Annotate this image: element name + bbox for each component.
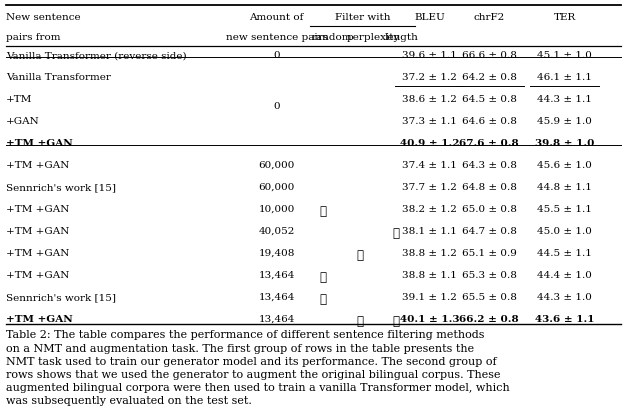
- Text: 13,464: 13,464: [259, 270, 295, 279]
- Text: Table 2: The table compares the performance of different sentence filtering meth: Table 2: The table compares the performa…: [6, 330, 510, 405]
- Text: 40.1 ± 1.3: 40.1 ± 1.3: [400, 314, 460, 323]
- Text: 45.0 ± 1.0: 45.0 ± 1.0: [537, 226, 592, 235]
- Text: +TM +GAN: +TM +GAN: [6, 314, 73, 323]
- Text: 44.5 ± 1.1: 44.5 ± 1.1: [537, 248, 592, 257]
- Text: 44.3 ± 1.1: 44.3 ± 1.1: [537, 95, 592, 104]
- Text: length: length: [385, 33, 419, 42]
- Text: 0: 0: [273, 51, 280, 60]
- Text: 39.1 ± 1.2: 39.1 ± 1.2: [403, 292, 457, 301]
- Text: 64.2 ± 0.8: 64.2 ± 0.8: [462, 73, 516, 82]
- Text: 38.2 ± 1.2: 38.2 ± 1.2: [403, 204, 457, 214]
- Text: 38.8 ± 1.1: 38.8 ± 1.1: [403, 270, 457, 279]
- Text: Vanilla Transformer: Vanilla Transformer: [6, 73, 111, 82]
- Text: 64.3 ± 0.8: 64.3 ± 0.8: [462, 161, 516, 170]
- Text: pairs from: pairs from: [6, 33, 61, 42]
- Text: ✓: ✓: [319, 292, 326, 305]
- Text: random: random: [312, 33, 352, 42]
- Text: 66.6 ± 0.8: 66.6 ± 0.8: [462, 51, 516, 60]
- Text: ✓: ✓: [392, 226, 399, 239]
- Text: 66.2 ± 0.8: 66.2 ± 0.8: [460, 314, 519, 323]
- Text: 45.9 ± 1.0: 45.9 ± 1.0: [537, 117, 592, 126]
- Text: +GAN: +GAN: [6, 117, 40, 126]
- Text: ✓: ✓: [319, 270, 326, 283]
- Text: Sennrich's work [15]: Sennrich's work [15]: [6, 183, 116, 192]
- Text: BLEU: BLEU: [414, 13, 445, 22]
- Text: 13,464: 13,464: [259, 292, 295, 301]
- Text: 0: 0: [273, 101, 280, 110]
- Text: ✓: ✓: [356, 314, 363, 327]
- Text: 60,000: 60,000: [259, 161, 295, 170]
- Text: new sentence pairs: new sentence pairs: [226, 33, 328, 42]
- Text: 60,000: 60,000: [259, 183, 295, 192]
- Text: +TM +GAN: +TM +GAN: [6, 270, 70, 279]
- Text: 65.1 ± 0.9: 65.1 ± 0.9: [462, 248, 516, 257]
- Text: 37.4 ± 1.1: 37.4 ± 1.1: [403, 161, 457, 170]
- Text: 40,052: 40,052: [259, 226, 295, 235]
- Text: 37.7 ± 1.2: 37.7 ± 1.2: [403, 183, 457, 192]
- Text: 65.5 ± 0.8: 65.5 ± 0.8: [462, 292, 516, 301]
- Text: +TM +GAN: +TM +GAN: [6, 161, 70, 170]
- Text: 37.2 ± 1.2: 37.2 ± 1.2: [403, 73, 457, 82]
- Text: Vanilla Transformer (reverse side): Vanilla Transformer (reverse side): [6, 51, 187, 60]
- Text: 38.1 ± 1.1: 38.1 ± 1.1: [403, 226, 457, 235]
- Text: 64.8 ± 0.8: 64.8 ± 0.8: [462, 183, 516, 192]
- Text: 38.6 ± 1.2: 38.6 ± 1.2: [403, 95, 457, 104]
- Text: ✓: ✓: [392, 314, 399, 327]
- Text: 39.8 ± 1.0: 39.8 ± 1.0: [535, 139, 595, 148]
- Text: 10,000: 10,000: [259, 204, 295, 214]
- Text: 44.4 ± 1.0: 44.4 ± 1.0: [537, 270, 592, 279]
- Text: ✓: ✓: [356, 248, 363, 261]
- Text: 39.6 ± 1.1: 39.6 ± 1.1: [403, 51, 457, 60]
- Text: +TM +GAN: +TM +GAN: [6, 139, 73, 148]
- Text: 19,408: 19,408: [259, 248, 295, 257]
- Text: 40.9 ± 1.2: 40.9 ± 1.2: [400, 139, 460, 148]
- Text: 64.5 ± 0.8: 64.5 ± 0.8: [462, 95, 516, 104]
- Text: 65.3 ± 0.8: 65.3 ± 0.8: [462, 270, 516, 279]
- Text: 45.5 ± 1.1: 45.5 ± 1.1: [537, 204, 592, 214]
- Text: Amount of: Amount of: [250, 13, 304, 22]
- Text: 13,464: 13,464: [259, 314, 295, 323]
- Text: 44.3 ± 1.0: 44.3 ± 1.0: [537, 292, 592, 301]
- Text: 65.0 ± 0.8: 65.0 ± 0.8: [462, 204, 516, 214]
- Text: 43.6 ± 1.1: 43.6 ± 1.1: [535, 314, 595, 323]
- Text: 64.6 ± 0.8: 64.6 ± 0.8: [462, 117, 516, 126]
- Text: 44.8 ± 1.1: 44.8 ± 1.1: [537, 183, 592, 192]
- Text: perplexity: perplexity: [347, 33, 400, 42]
- Text: 64.7 ± 0.8: 64.7 ± 0.8: [462, 226, 516, 235]
- Text: Sennrich's work [15]: Sennrich's work [15]: [6, 292, 116, 301]
- Text: +TM +GAN: +TM +GAN: [6, 248, 70, 257]
- Text: Filter with: Filter with: [335, 13, 390, 22]
- Text: New sentence: New sentence: [6, 13, 81, 22]
- Text: +TM +GAN: +TM +GAN: [6, 226, 70, 235]
- Text: 46.1 ± 1.1: 46.1 ± 1.1: [537, 73, 592, 82]
- Text: 45.6 ± 1.0: 45.6 ± 1.0: [537, 161, 592, 170]
- Text: 37.3 ± 1.1: 37.3 ± 1.1: [403, 117, 457, 126]
- Text: +TM: +TM: [6, 95, 33, 104]
- Text: 38.8 ± 1.2: 38.8 ± 1.2: [403, 248, 457, 257]
- Text: 45.1 ± 1.0: 45.1 ± 1.0: [537, 51, 592, 60]
- Text: TER: TER: [554, 13, 576, 22]
- Text: 67.6 ± 0.8: 67.6 ± 0.8: [460, 139, 519, 148]
- Text: +TM +GAN: +TM +GAN: [6, 204, 70, 214]
- Text: chrF2: chrF2: [474, 13, 505, 22]
- Text: ✓: ✓: [319, 204, 326, 217]
